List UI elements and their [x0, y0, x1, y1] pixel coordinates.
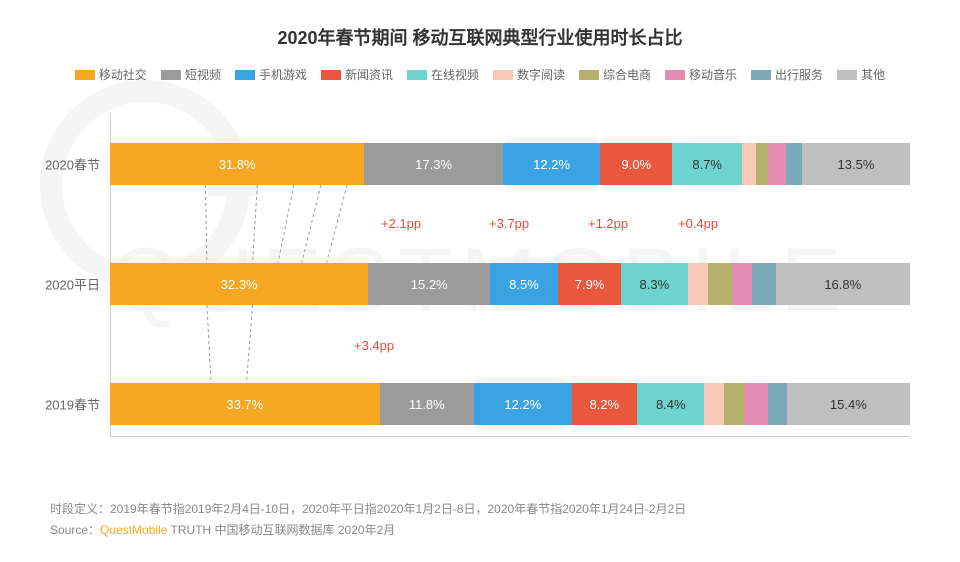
bar-segment — [768, 143, 786, 185]
legend: 移动社交 短视频 手机游戏 新闻资讯 在线视频 数字阅读 综合电商 移动音乐 出行服务 其他 — [30, 66, 930, 83]
bar-segment: 15.4% — [787, 383, 910, 425]
footer-source: Source：QuestMobile TRUTH 中国移动互联网数据库 2020… — [50, 520, 930, 542]
legend-label: 移动音乐 — [689, 66, 737, 83]
legend-label: 在线视频 — [431, 66, 479, 83]
bar-segment: 8.4% — [637, 383, 704, 425]
legend-label: 短视频 — [185, 66, 221, 83]
chart-footer: 时段定义：2019年春节指2019年2月4日-10日，2020年平日指2020年… — [50, 499, 930, 542]
legend-item: 移动社交 — [75, 66, 147, 83]
bar-segment: 11.8% — [380, 383, 474, 425]
bar-segment — [732, 263, 752, 305]
bar-segment — [724, 383, 744, 425]
bar-row: 2020平日32.3%15.2%8.5%7.9%8.3%16.8% — [110, 263, 910, 305]
legend-swatch — [235, 70, 255, 80]
bar-segment: 8.5% — [490, 263, 558, 305]
legend-label: 数字阅读 — [517, 66, 565, 83]
bar-row: 2020春节31.8%17.3%12.2%9.0%8.7%13.5% — [110, 143, 910, 185]
legend-swatch — [493, 70, 513, 80]
bar-segment: 13.5% — [802, 143, 910, 185]
legend-label: 手机游戏 — [259, 66, 307, 83]
footer-definition: 时段定义：2019年春节指2019年2月4日-10日，2020年平日指2020年… — [50, 499, 930, 521]
legend-label: 移动社交 — [99, 66, 147, 83]
bar-segment: 32.3% — [110, 263, 368, 305]
bar-segment — [768, 383, 786, 425]
bar-segment: 8.7% — [672, 143, 742, 185]
legend-label: 新闻资讯 — [345, 66, 393, 83]
legend-swatch — [579, 70, 599, 80]
legend-label: 综合电商 — [603, 66, 651, 83]
stacked-bar-chart: 2020春节31.8%17.3%12.2%9.0%8.7%13.5%2020平日… — [30, 113, 930, 453]
legend-item: 移动音乐 — [665, 66, 737, 83]
chart-container: 2020年春节期间 移动互联网典型行业使用时长占比 移动社交 短视频 手机游戏 新闻资… — [0, 0, 960, 453]
legend-swatch — [321, 70, 341, 80]
source-brand: QuestMobile — [100, 523, 167, 537]
bar-segment: 17.3% — [364, 143, 502, 185]
legend-item: 综合电商 — [579, 66, 651, 83]
source-suffix: TRUTH 中国移动互联网数据库 2020年2月 — [167, 523, 395, 537]
legend-item: 手机游戏 — [235, 66, 307, 83]
legend-swatch — [751, 70, 771, 80]
bar-segment: 16.8% — [776, 263, 910, 305]
delta-label: +3.4pp — [354, 338, 394, 353]
bar-segment: 12.2% — [474, 383, 572, 425]
legend-item: 新闻资讯 — [321, 66, 393, 83]
bar-segment — [744, 383, 768, 425]
delta-label: +1.2pp — [588, 216, 628, 231]
bar-segment: 12.2% — [503, 143, 601, 185]
bar-segment: 9.0% — [600, 143, 672, 185]
bar-segment: 31.8% — [110, 143, 364, 185]
bar-segment: 8.3% — [621, 263, 687, 305]
legend-item: 在线视频 — [407, 66, 479, 83]
bar-row: 2019春节33.7%11.8%12.2%8.2%8.4%15.4% — [110, 383, 910, 425]
bar-segment — [742, 143, 756, 185]
delta-label: +2.1pp — [381, 216, 421, 231]
legend-swatch — [75, 70, 95, 80]
bar-segment: 33.7% — [110, 383, 380, 425]
bar-segment — [786, 143, 802, 185]
bar-segment — [704, 383, 724, 425]
delta-label: +3.7pp — [489, 216, 529, 231]
legend-item: 出行服务 — [751, 66, 823, 83]
bar-segment: 15.2% — [368, 263, 490, 305]
source-prefix: Source： — [50, 523, 100, 537]
legend-item: 数字阅读 — [493, 66, 565, 83]
bar-segment — [752, 263, 776, 305]
bar-segment — [708, 263, 732, 305]
legend-item: 短视频 — [161, 66, 221, 83]
bar-segment — [756, 143, 768, 185]
legend-item: 其他 — [837, 66, 885, 83]
bar-segment: 7.9% — [558, 263, 621, 305]
row-label: 2020春节 — [40, 155, 100, 174]
legend-swatch — [665, 70, 685, 80]
legend-swatch — [407, 70, 427, 80]
legend-label: 其他 — [861, 66, 885, 83]
legend-swatch — [837, 70, 857, 80]
chart-title: 2020年春节期间 移动互联网典型行业使用时长占比 — [30, 24, 930, 50]
bar-segment — [688, 263, 708, 305]
row-label: 2019春节 — [40, 395, 100, 414]
row-label: 2020平日 — [40, 275, 100, 294]
bar-segment: 8.2% — [572, 383, 638, 425]
delta-label: +0.4pp — [678, 216, 718, 231]
legend-swatch — [161, 70, 181, 80]
legend-label: 出行服务 — [775, 66, 823, 83]
